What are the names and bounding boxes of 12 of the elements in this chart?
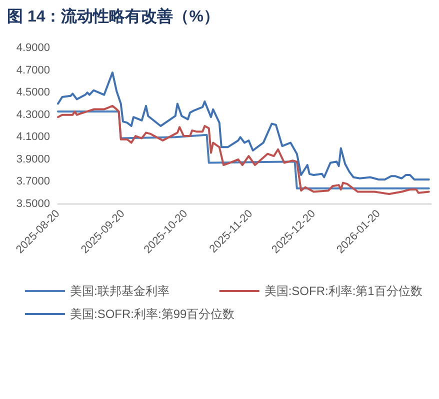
y-tick-label: 4.3000 xyxy=(16,108,50,121)
y-tick-label: 4.9000 xyxy=(16,42,50,54)
y-tick-label: 3.7000 xyxy=(16,176,50,188)
legend-label: 美国:SOFR:利率:第99百分位数 xyxy=(70,307,235,321)
legend-label: 美国:SOFR:利率:第1百分位数 xyxy=(264,284,422,298)
legend-label: 美国:联邦基金利率 xyxy=(70,284,170,298)
chart-title: 图 14：流动性略有改善（%） xyxy=(7,6,220,26)
y-tick-label: 4.7000 xyxy=(16,64,50,76)
y-tick-label: 4.1000 xyxy=(16,131,50,144)
y-tick-label: 4.5000 xyxy=(16,86,50,99)
y-tick-label: 3.5000 xyxy=(16,198,50,210)
y-tick-label: 3.9000 xyxy=(16,153,50,166)
